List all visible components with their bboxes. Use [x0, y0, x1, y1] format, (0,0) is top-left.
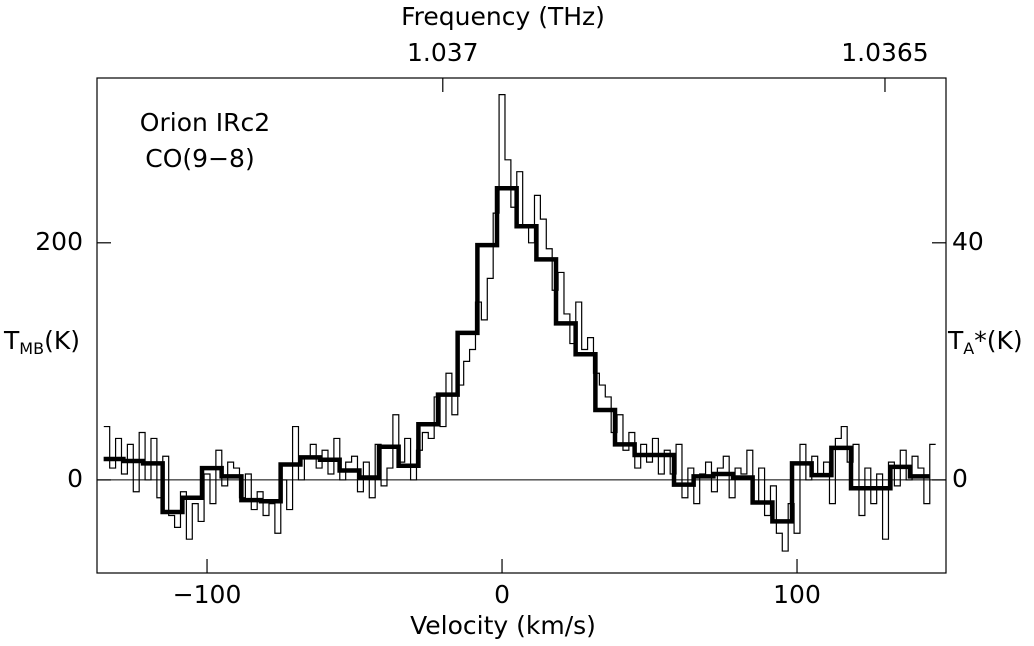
y2-label-unit: *(K)	[974, 326, 1022, 355]
binned-spectrum	[103, 186, 930, 524]
x2-tick-label: 1.0365	[841, 38, 928, 67]
y-tick-label: 200	[35, 227, 83, 256]
y-label-symbol: T	[3, 326, 20, 355]
y-axis-label: TMB(K)	[3, 326, 80, 358]
y2-tick-label: 40	[952, 227, 984, 256]
y2-tick-label: 0	[952, 464, 968, 493]
y-label-subscript: MB	[19, 339, 44, 358]
y2-axis-label: TA*(K)	[947, 326, 1023, 358]
x-tick-label: −100	[173, 580, 242, 609]
plot-frame	[96, 77, 947, 574]
annotation: Orion IRc2	[140, 108, 270, 137]
x-tick-label: 0	[494, 580, 510, 609]
raw-spectrum	[103, 93, 936, 552]
y-label-unit: (K)	[44, 326, 80, 355]
y2-label-symbol: T	[947, 326, 964, 355]
x-tick-label: 100	[773, 580, 821, 609]
annotation: CO(9−8)	[145, 144, 254, 173]
y-tick-label: 0	[67, 464, 83, 493]
x2-axis-label: Frequency (THz)	[401, 2, 605, 31]
x-axis-label: Velocity (km/s)	[410, 611, 596, 640]
x2-tick-label: 1.037	[407, 38, 479, 67]
y2-label-subscript: A	[963, 339, 974, 358]
